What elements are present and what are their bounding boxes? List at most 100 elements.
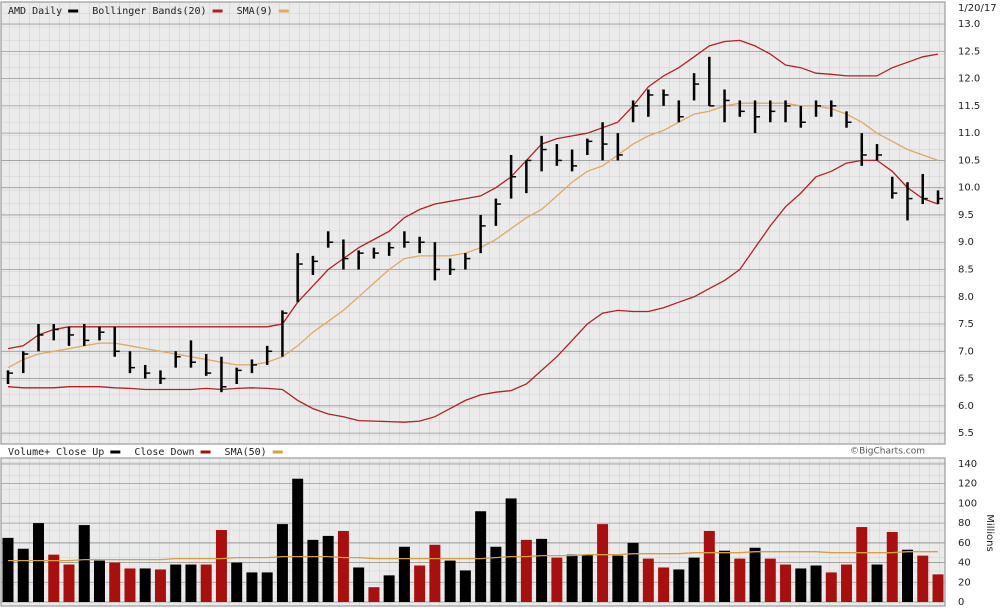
volume-bar [322, 535, 334, 602]
volume-bar [719, 550, 731, 602]
volume-bar [337, 530, 349, 602]
y-tick-label: 60 [958, 538, 971, 549]
date-label: 1/20/17 [958, 3, 997, 14]
y-tick-label: 11.5 [958, 101, 980, 112]
volume-bar [627, 542, 639, 602]
volume-bar [780, 564, 792, 602]
volume-bar [612, 555, 624, 602]
y-tick-label: 9.0 [958, 237, 974, 248]
volume-bar [581, 554, 593, 602]
volume-bar [17, 548, 29, 602]
bollinger-lower [7, 159, 939, 423]
volume-bar [170, 564, 182, 602]
volume-bar [551, 557, 563, 602]
y-tick-label: 10.0 [958, 183, 980, 194]
volume-bar [825, 572, 837, 602]
volume-bar [78, 525, 90, 602]
volume-bar [185, 564, 197, 602]
volume-bar [292, 478, 304, 602]
y-tick-label: 10.5 [958, 155, 980, 166]
volume-bar [520, 539, 532, 602]
legend-label: SMA(9) [237, 6, 273, 17]
y-tick-label: 11.0 [958, 128, 980, 139]
volume-bar [841, 564, 853, 602]
volume-bar [688, 557, 700, 602]
volume-bar [673, 569, 685, 602]
legend-label: SMA(50) [225, 447, 267, 458]
volume-bar [154, 569, 166, 602]
volume-bar [200, 564, 212, 602]
y-tick-label: 80 [958, 518, 971, 529]
legend-label: Close Up [56, 447, 104, 458]
volume-bar [383, 575, 395, 602]
volume-bar [856, 527, 868, 602]
volume-bar [246, 572, 258, 602]
y-tick-label: 9.5 [958, 210, 974, 221]
volume-bar [398, 546, 410, 602]
volume-bar [276, 524, 288, 602]
volume-bar [93, 560, 105, 602]
volume-bar [124, 568, 136, 602]
volume-bar [215, 530, 227, 602]
y-tick-label: 8.0 [958, 292, 974, 303]
volume-bar [63, 564, 75, 602]
watermark: ©BigCharts.com [850, 447, 925, 457]
volume-bar [703, 530, 715, 602]
volume-bar [490, 546, 502, 602]
volume-bar [444, 560, 456, 602]
volume-bar [597, 524, 609, 602]
volume-bar [353, 567, 365, 602]
volume-bar [459, 570, 471, 602]
y-tick-label: 40 [958, 558, 971, 569]
volume-bar [764, 558, 776, 602]
y-tick-label: 20 [958, 577, 971, 588]
volume-bar [810, 565, 822, 602]
y-tick-label: 12.0 [958, 74, 980, 85]
volume-bar [734, 558, 746, 602]
volume-bar [749, 547, 761, 602]
volume-bar [932, 574, 944, 602]
y-tick-label: 12.5 [958, 46, 980, 57]
price-grid-pattern [1, 2, 945, 444]
legend-label: Volume+ [8, 447, 50, 458]
volume-bar [536, 538, 548, 602]
volume-bar [231, 562, 243, 602]
volume-bar [917, 555, 929, 602]
y-tick-label: 8.5 [958, 264, 974, 275]
volume-bar [566, 554, 578, 602]
volume-bar [795, 568, 807, 602]
volume-bar [261, 572, 273, 602]
volume-bar [2, 537, 14, 602]
volume-bar [368, 587, 380, 602]
legend-label: Bollinger Bands(20) [92, 6, 206, 17]
volume-bar [307, 539, 319, 602]
volume-bar [429, 544, 441, 602]
legend-label: AMD Daily [8, 6, 62, 17]
volume-bar [886, 531, 898, 602]
y-tick-label: 7.5 [958, 319, 974, 330]
y-tick-label: 6.0 [958, 401, 974, 412]
bollinger-upper [7, 39, 939, 350]
volume-bar [871, 564, 883, 602]
volume-bar [475, 511, 487, 602]
volume-bar [139, 568, 151, 602]
volume-bar [658, 567, 670, 602]
y-tick-label: 7.0 [958, 346, 974, 357]
volume-bar [48, 554, 60, 602]
sma-line [7, 102, 939, 369]
volume-sma [8, 551, 938, 562]
y-tick-label: 0 [958, 597, 964, 608]
y-tick-label: 6.5 [958, 374, 974, 385]
y-tick-label: 120 [958, 479, 977, 490]
y-tick-label: 13.0 [958, 19, 980, 30]
y-tick-label: 5.5 [958, 428, 974, 439]
volume-bar [109, 562, 121, 602]
y-axis-label: Millions [984, 514, 995, 551]
volume-bar [902, 549, 913, 602]
volume-bar [33, 523, 44, 602]
volume-bar [414, 565, 426, 602]
volume-bar [642, 558, 654, 602]
y-tick-label: 100 [958, 498, 977, 509]
volume-bar [505, 498, 517, 602]
